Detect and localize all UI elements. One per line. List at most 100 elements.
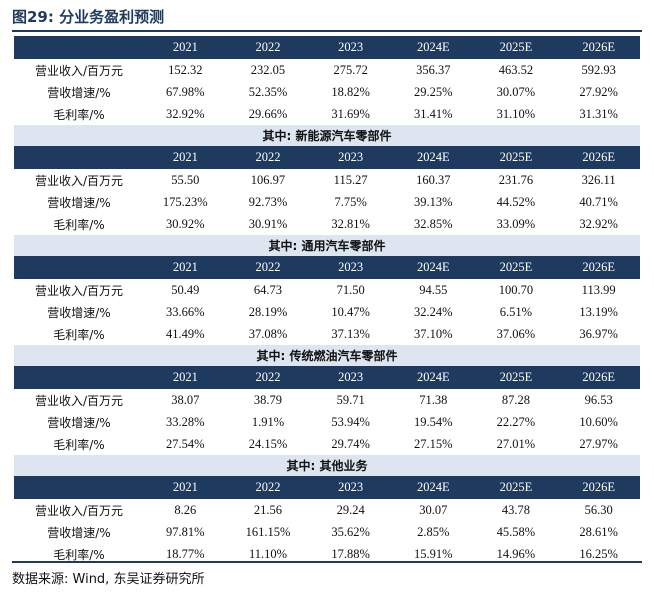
value-cell: 17.88% [331, 546, 370, 561]
value-cell: 52.35% [248, 84, 288, 99]
table-row: 毛利率/% 27.54% 24.15% 29.74% 27.15% 27.01% 27.97… [14, 433, 640, 455]
value-cell: 32.81% [331, 216, 370, 231]
row-label: 毛利率/% [53, 327, 105, 342]
value-cell: 592.93 [581, 62, 616, 77]
header-blank-cell [14, 476, 144, 499]
value-cell: 27.01% [496, 436, 536, 451]
value-cell: 18.82% [331, 84, 370, 99]
value-cell: 64.73 [253, 282, 283, 297]
year-header-cell: 2022 [226, 256, 310, 279]
row-label: 营收增速/% [47, 415, 111, 430]
year-header-row: 2021 2022 2023 2024E 2025E 2026E [14, 36, 640, 59]
section-row: 其中: 新能源汽车零部件 [14, 125, 640, 146]
value-cell: 33.09% [496, 216, 536, 231]
table-row: 毛利率/% 32.92% 29.66% 31.69% 31.41% 31.10% 31.31… [14, 103, 640, 125]
figure-title: 图29: 分业务盈利预测 [12, 8, 165, 26]
section-title: 其中: 其他业务 [14, 455, 640, 476]
forecast-table: 2021 2022 2023 2024E 2025E 2026E 营业收入/百万元 152.3… [14, 36, 640, 565]
value-cell: 50.49 [171, 282, 200, 297]
value-cell: 28.61% [579, 524, 618, 539]
row-label: 毛利率/% [53, 437, 105, 452]
value-cell: 356.37 [416, 62, 451, 77]
table-row: 营业收入/百万元 8.26 21.56 29.24 30.07 43.78 56.30 [14, 499, 640, 521]
year-header-cell: 2024E [391, 36, 475, 59]
value-cell: 37.08% [248, 326, 288, 341]
row-label: 毛利率/% [53, 107, 105, 122]
value-cell: 30.92% [166, 216, 205, 231]
value-cell: 6.51% [499, 304, 533, 319]
value-cell: 38.79 [253, 392, 283, 407]
value-cell: 175.23% [162, 194, 208, 209]
year-header-cell: 2025E [474, 256, 558, 279]
year-header-cell: 2026E [557, 476, 640, 499]
year-header-cell: 2021 [144, 36, 227, 59]
value-cell: 29.66% [248, 106, 288, 121]
year-header-cell: 2024E [391, 476, 475, 499]
year-header-cell: 2026E [557, 366, 640, 389]
value-cell: 30.07 [419, 502, 448, 517]
value-cell: 14.96% [496, 546, 536, 561]
value-cell: 56.30 [584, 502, 613, 517]
row-label: 营收增速/% [47, 85, 111, 100]
year-header-cell: 2026E [557, 256, 640, 279]
year-header-cell: 2023 [309, 366, 392, 389]
year-header-cell: 2023 [309, 256, 392, 279]
value-cell: 67.98% [166, 84, 205, 99]
value-cell: 19.54% [414, 414, 453, 429]
value-cell: 13.19% [579, 304, 618, 319]
year-header-cell: 2021 [144, 366, 227, 389]
value-cell: 94.55 [419, 282, 448, 297]
table-row: 营收增速/% 97.81% 161.15% 35.62% 2.85% 45.58% 28.6… [14, 521, 640, 543]
year-header-cell: 2022 [226, 146, 310, 169]
year-header-cell: 2024E [391, 146, 475, 169]
value-cell: 33.28% [166, 414, 205, 429]
value-cell: 45.58% [496, 524, 536, 539]
value-cell: 100.70 [498, 282, 534, 297]
value-cell: 87.28 [501, 392, 531, 407]
value-cell: 96.53 [584, 392, 613, 407]
table-row: 营收增速/% 33.66% 28.19% 10.47% 32.24% 6.51% 13.19… [14, 301, 640, 323]
year-header-row: 2021 2022 2023 2024E 2025E 2026E [14, 256, 640, 279]
value-cell: 275.72 [333, 62, 368, 77]
value-cell: 35.62% [331, 524, 370, 539]
year-header-cell: 2022 [226, 476, 310, 499]
row-label: 营收增速/% [47, 525, 111, 540]
value-cell: 32.85% [414, 216, 453, 231]
value-cell: 36.97% [579, 326, 618, 341]
value-cell: 18.77% [166, 546, 205, 561]
value-cell: 29.74% [331, 436, 370, 451]
value-cell: 8.26 [174, 502, 197, 517]
header-blank-cell [14, 36, 144, 59]
source-note: 数据来源: Wind, 东吴证券研究所 [12, 572, 205, 587]
value-cell: 29.24 [336, 502, 365, 517]
value-cell: 29.25% [414, 84, 453, 99]
value-cell: 1.91% [251, 414, 285, 429]
year-header-cell: 2021 [144, 476, 227, 499]
row-label: 毛利率/% [53, 547, 105, 562]
value-cell: 39.13% [414, 194, 453, 209]
year-header-row: 2021 2022 2023 2024E 2025E 2026E [14, 476, 640, 499]
table-row: 营业收入/百万元 50.49 64.73 71.50 94.55 100.70 113.99 [14, 279, 640, 301]
value-cell: 41.49% [166, 326, 205, 341]
value-cell: 27.54% [166, 436, 205, 451]
value-cell: 160.37 [416, 172, 451, 187]
year-header-cell: 2025E [474, 476, 558, 499]
value-cell: 231.76 [498, 172, 534, 187]
year-header-cell: 2021 [144, 146, 227, 169]
value-cell: 33.66% [166, 304, 205, 319]
section-title: 其中: 传统燃油汽车零部件 [14, 345, 640, 366]
value-cell: 97.81% [166, 524, 205, 539]
value-cell: 326.11 [581, 172, 616, 187]
value-cell: 37.06% [496, 326, 536, 341]
header-blank-cell [14, 146, 144, 169]
year-header-row: 2021 2022 2023 2024E 2025E 2026E [14, 366, 640, 389]
value-cell: 161.15% [245, 524, 291, 539]
value-cell: 92.73% [248, 194, 288, 209]
value-cell: 44.52% [496, 194, 536, 209]
value-cell: 16.25% [579, 546, 618, 561]
year-header-row: 2021 2022 2023 2024E 2025E 2026E [14, 146, 640, 169]
value-cell: 2.85% [417, 524, 450, 539]
row-label: 营业收入/百万元 [34, 173, 124, 188]
table-row: 营业收入/百万元 38.07 38.79 59.71 71.38 87.28 96.53 [14, 389, 640, 411]
year-header-cell: 2023 [309, 146, 392, 169]
